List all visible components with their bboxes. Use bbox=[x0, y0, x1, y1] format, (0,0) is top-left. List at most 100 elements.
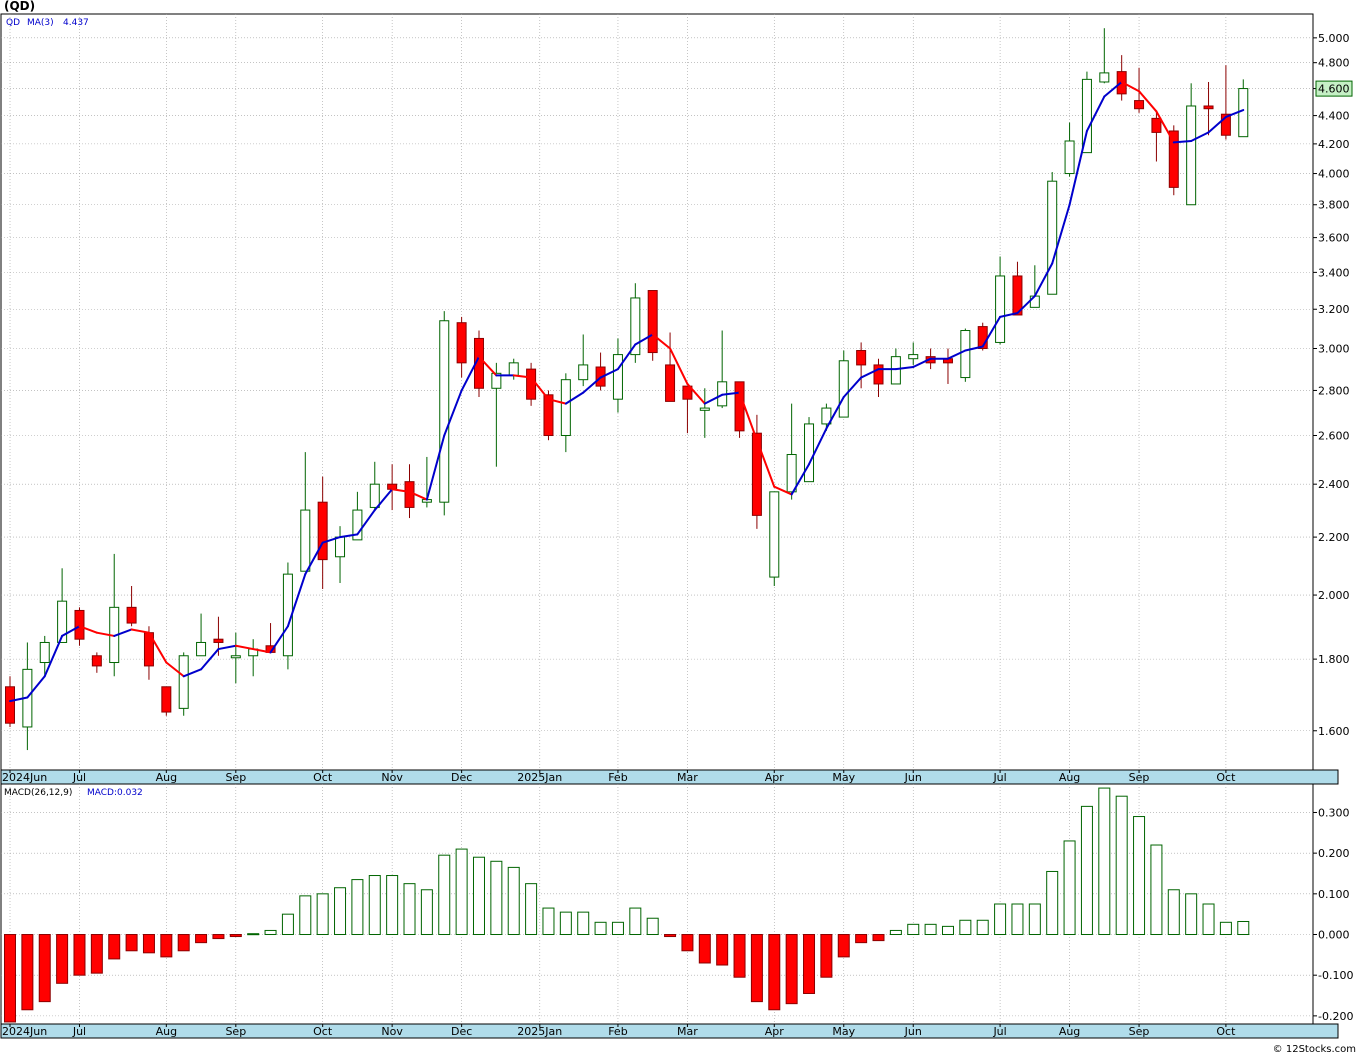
ma-segment bbox=[9, 696, 29, 703]
candle-body-up bbox=[960, 330, 971, 379]
candle-body-down bbox=[126, 606, 137, 624]
date-tick-label: Sep bbox=[1129, 771, 1150, 784]
ma-segment bbox=[703, 393, 724, 405]
macd-bar-positive bbox=[386, 875, 399, 936]
macd-bar-positive bbox=[1219, 921, 1232, 936]
macd-legend-params: MACD(26,12,9) bbox=[4, 788, 72, 798]
candle-body-down bbox=[5, 686, 15, 724]
ma-segment bbox=[669, 347, 689, 385]
macd-bar-positive bbox=[594, 921, 607, 936]
date-tick-label: Sep bbox=[225, 771, 246, 784]
date-tick-label: Jun bbox=[904, 771, 922, 784]
date-axis-bottom: 2024Jun Jul Aug Sep Oct Nov Dec 2025Jan Feb Mar Ap… bbox=[2, 1024, 1236, 1038]
macd-bar-positive bbox=[629, 907, 642, 936]
ma-segment bbox=[234, 644, 255, 651]
date-axis-band-bottom bbox=[0, 1023, 1339, 1039]
macd-bar-positive bbox=[976, 919, 989, 936]
date-tick-label: Feb bbox=[608, 771, 627, 784]
price-ytick-label: 3.400 bbox=[1318, 266, 1350, 279]
price-ytick-label: 4.200 bbox=[1318, 138, 1350, 151]
date-tick-label: Jul bbox=[992, 1025, 1006, 1038]
price-ytick-label: 2.800 bbox=[1318, 384, 1350, 397]
ma-segment bbox=[564, 391, 585, 405]
candle bbox=[612, 338, 623, 413]
price-ytick-label: 4.000 bbox=[1318, 168, 1350, 181]
candle bbox=[838, 350, 849, 418]
date-tick-label: Jul bbox=[72, 1025, 86, 1038]
price-legend-ma-label: MA(3) bbox=[27, 18, 54, 28]
ma-segment bbox=[808, 427, 828, 466]
ma-segment bbox=[773, 485, 793, 496]
macd-y-axis: -0.200 -0.100 0.000 0.100 0.200 0.300 bbox=[1313, 806, 1353, 1023]
ma-segment bbox=[1224, 109, 1245, 118]
macd-bar-positive bbox=[351, 879, 364, 936]
macd-bar-negative bbox=[837, 934, 850, 958]
macd-legend-value: MACD:0.032 bbox=[87, 788, 143, 798]
last-price-tag bbox=[1315, 80, 1353, 97]
date-tick-label: 2024Jun bbox=[2, 771, 47, 784]
ma-segment bbox=[269, 625, 289, 654]
macd-bar-negative bbox=[872, 934, 885, 942]
candle-body-down bbox=[682, 385, 693, 400]
macd-bar-positive bbox=[1202, 903, 1215, 936]
ma-segment bbox=[1103, 80, 1123, 98]
price-ytick-label: 5.000 bbox=[1318, 32, 1350, 45]
ma-segment bbox=[477, 355, 498, 377]
price-moving-average bbox=[9, 80, 1245, 703]
candle bbox=[699, 388, 710, 438]
candle-body-up bbox=[39, 641, 50, 664]
candle-body-up bbox=[369, 483, 380, 508]
ma-segment bbox=[1033, 262, 1054, 298]
ma-segment bbox=[651, 333, 672, 350]
candle bbox=[560, 373, 571, 453]
price-candles bbox=[5, 28, 1249, 751]
candle-body-up bbox=[178, 655, 189, 709]
ma-segment bbox=[78, 625, 98, 634]
macd-bar-negative bbox=[56, 934, 69, 984]
ma-segment bbox=[738, 391, 758, 442]
price-ytick-label: 1.800 bbox=[1318, 653, 1350, 666]
macd-bar-positive bbox=[1028, 903, 1041, 936]
candle-body-up bbox=[300, 509, 311, 572]
date-tick-label: Jul bbox=[992, 771, 1006, 784]
ma-segment bbox=[616, 343, 637, 371]
macd-bar-positive bbox=[577, 911, 590, 936]
ma-segment bbox=[252, 648, 272, 654]
ma-segment bbox=[964, 345, 984, 352]
ma-segment bbox=[339, 533, 359, 539]
ma-segment bbox=[582, 376, 602, 394]
candle bbox=[647, 290, 658, 361]
candle-body-up bbox=[1047, 180, 1058, 295]
candle-body-down bbox=[543, 394, 554, 437]
macd-ytick-label: 0.000 bbox=[1318, 929, 1350, 942]
candle bbox=[1220, 65, 1231, 140]
candle-body-up bbox=[1064, 140, 1075, 175]
candle bbox=[161, 686, 172, 716]
ma-segment bbox=[182, 668, 203, 678]
candle-body-up bbox=[1099, 72, 1110, 83]
ma-segment bbox=[61, 625, 81, 637]
ma-segment bbox=[356, 509, 376, 536]
ma-segment bbox=[1068, 129, 1088, 206]
candle-body-down bbox=[213, 638, 224, 643]
ma-segment bbox=[200, 648, 220, 671]
ma-segment bbox=[1190, 131, 1210, 142]
ma-segment bbox=[894, 366, 915, 371]
price-ytick-label: 2.400 bbox=[1318, 478, 1350, 491]
macd-bar-negative bbox=[195, 934, 208, 944]
price-ytick-label: 2.200 bbox=[1318, 531, 1350, 544]
date-tick-label: Sep bbox=[225, 1025, 246, 1038]
date-axis-top: 2024Jun Jul Aug Sep Oct Nov Dec 2025Jan Feb Mar Ap… bbox=[2, 770, 1236, 784]
price-panel bbox=[0, 13, 1314, 771]
candle-body-up bbox=[699, 407, 710, 411]
candle bbox=[456, 316, 467, 378]
candle bbox=[751, 414, 762, 529]
candle bbox=[856, 342, 867, 389]
macd-bar-negative bbox=[768, 934, 781, 1011]
ma-segment bbox=[999, 312, 1019, 318]
ma-segment bbox=[425, 434, 446, 501]
candle-body-down bbox=[1203, 105, 1214, 110]
candle-body-up bbox=[560, 379, 571, 437]
price-ytick-label: 1.600 bbox=[1318, 725, 1350, 738]
macd-bar-negative bbox=[785, 934, 798, 1005]
